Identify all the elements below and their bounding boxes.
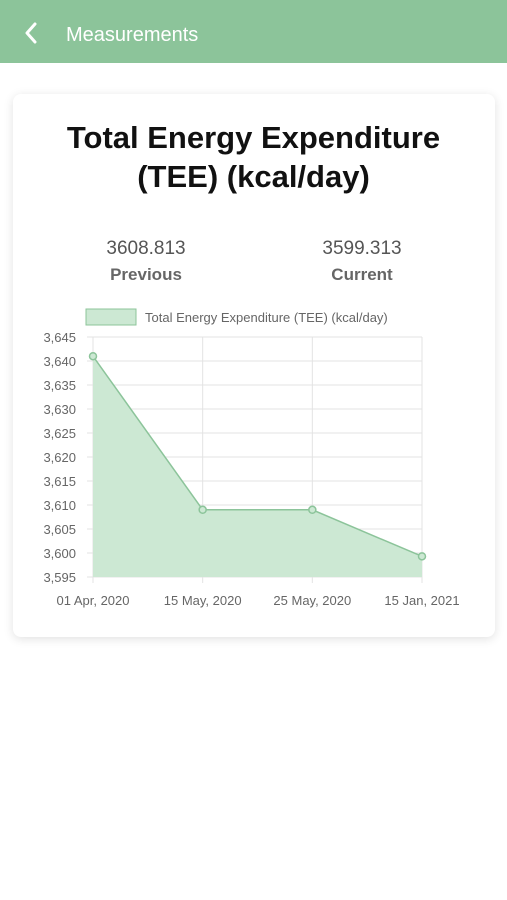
y-tick-label: 3,625 xyxy=(43,426,76,441)
current-stat: 3599.313 Current xyxy=(272,237,452,286)
data-point xyxy=(417,552,427,561)
x-tick-label: 15 May, 2020 xyxy=(164,593,242,608)
y-tick-label: 3,605 xyxy=(43,522,76,537)
y-tick-label: 3,630 xyxy=(43,402,76,417)
chart-title: Total Energy Expenditure (TEE) (kcal/day… xyxy=(0,118,507,196)
x-tick-label: 01 Apr, 2020 xyxy=(56,593,129,608)
x-tick-label: 25 May, 2020 xyxy=(273,593,351,608)
y-tick-label: 3,645 xyxy=(43,330,76,345)
previous-value: 3608.813 xyxy=(106,238,186,259)
y-tick-label: 3,600 xyxy=(43,546,76,561)
data-point xyxy=(308,505,317,515)
chart-title-line-2: (TEE) (kcal/day) xyxy=(137,159,370,194)
y-tick-label: 3,595 xyxy=(43,570,76,585)
chart-title-line-1: Total Energy Expenditure xyxy=(66,120,441,155)
previous-stat: 3608.813 Previous xyxy=(56,237,236,286)
previous-label: Previous xyxy=(110,265,182,284)
y-tick-label: 3,635 xyxy=(43,378,76,393)
back-button[interactable] xyxy=(14,16,48,50)
series-area xyxy=(93,356,422,577)
y-tick-label: 3,615 xyxy=(43,474,76,489)
legend-label: Total Energy Expenditure (TEE) (kcal/day… xyxy=(145,310,388,325)
series-line xyxy=(92,355,423,558)
data-point xyxy=(88,351,98,361)
y-tick-label: 3,640 xyxy=(43,354,76,369)
chevron-left-icon xyxy=(25,22,37,44)
data-point xyxy=(198,505,207,515)
current-label: Current xyxy=(331,265,393,284)
x-tick-label: 15 Jan, 2021 xyxy=(384,593,459,608)
legend-swatch xyxy=(85,308,137,326)
y-tick-label: 3,610 xyxy=(43,498,76,513)
app-header: Measurements xyxy=(0,0,507,63)
y-tick-label: 3,620 xyxy=(43,450,76,465)
page-title: Measurements xyxy=(66,24,199,46)
current-value: 3599.313 xyxy=(322,238,402,259)
